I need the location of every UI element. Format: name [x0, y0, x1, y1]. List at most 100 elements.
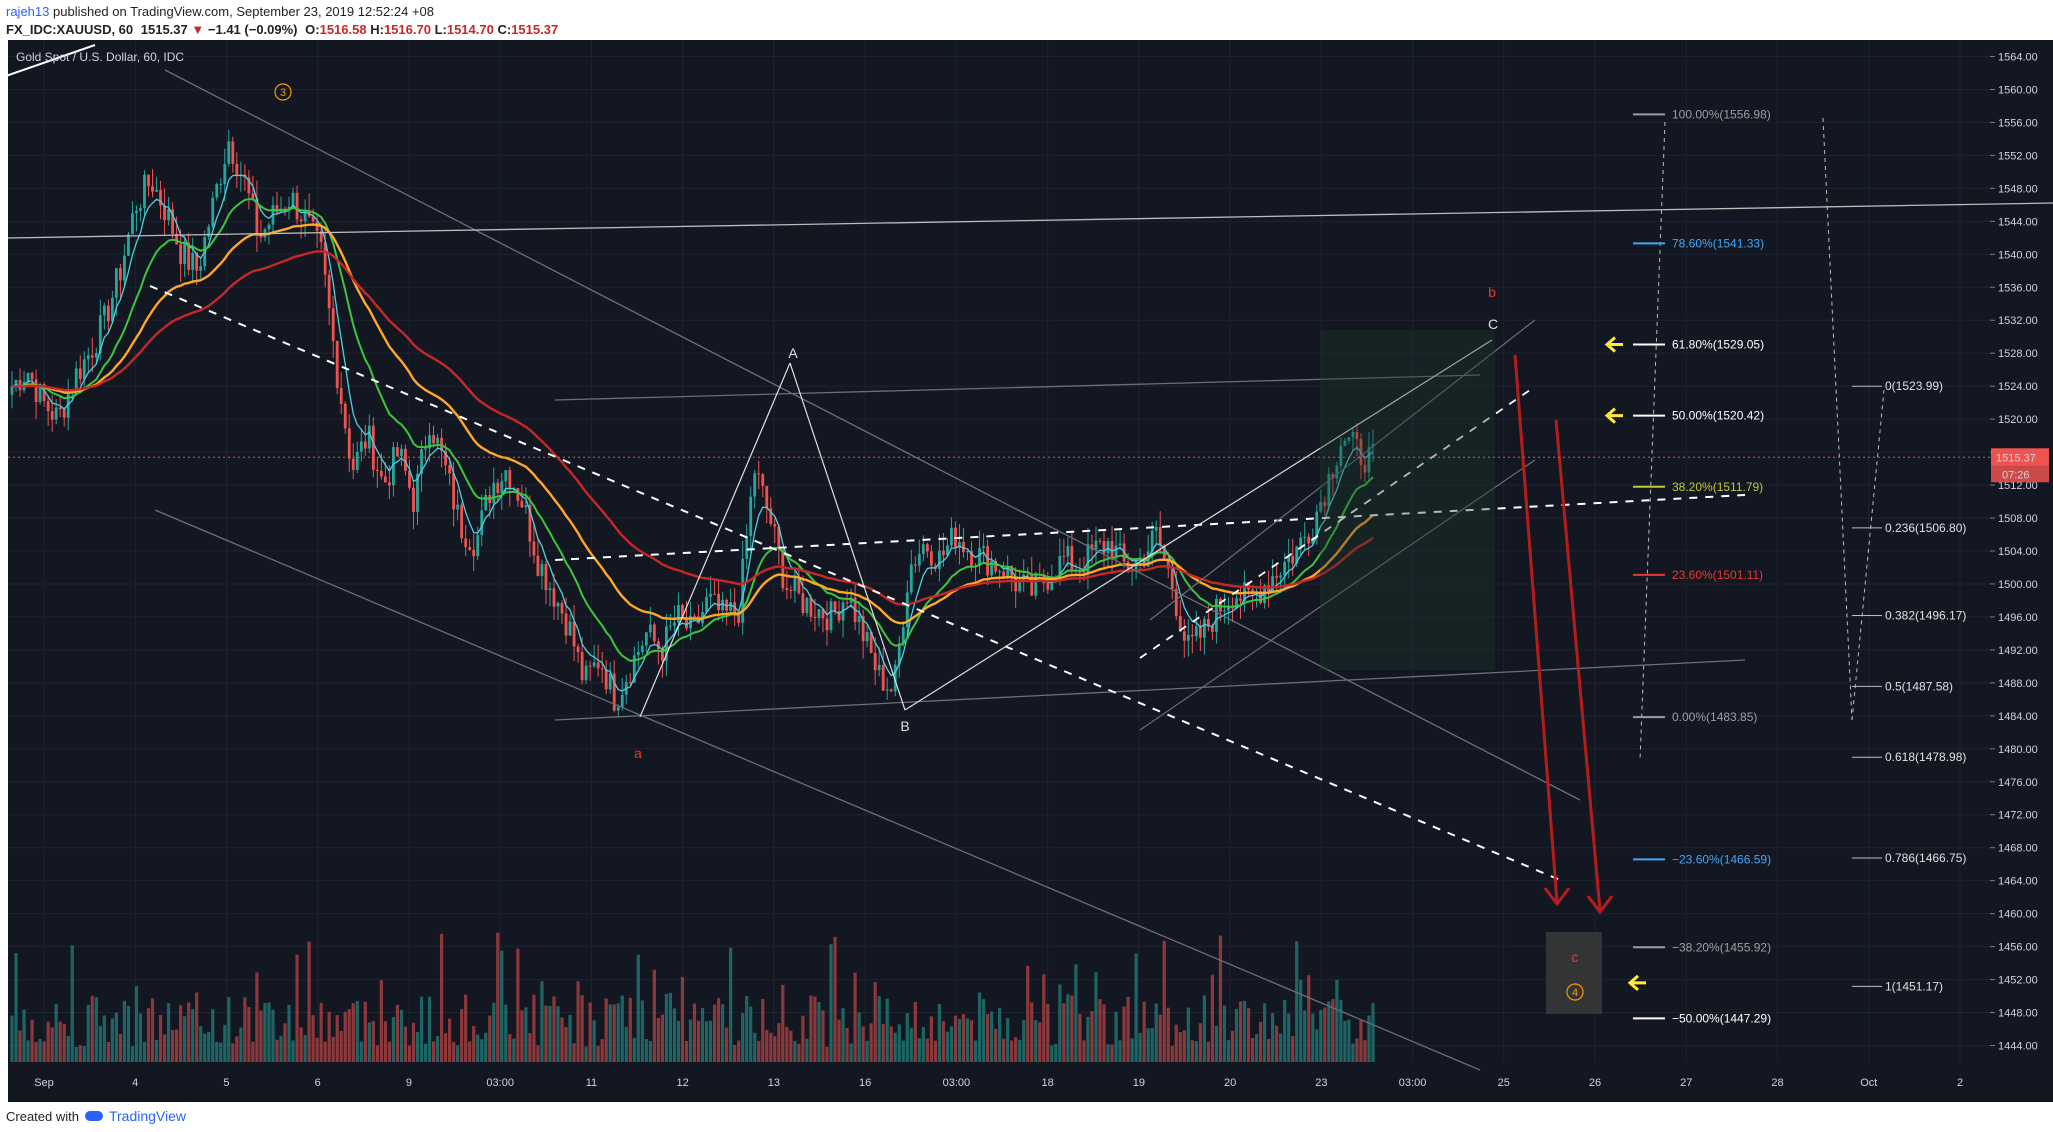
- author-link[interactable]: rajeh13: [6, 4, 50, 19]
- candle-body: [468, 547, 472, 550]
- candle-body: [223, 163, 227, 184]
- rising-channel-lower: [1139, 459, 1536, 731]
- volume-bar: [1315, 1029, 1319, 1062]
- candle-body: [656, 641, 660, 650]
- volume-bar: [179, 1005, 183, 1062]
- candle-body: [849, 597, 853, 603]
- time-axis[interactable]: [8, 1062, 1990, 1102]
- volume-bar: [1138, 1032, 1142, 1062]
- price-chart[interactable]: 100.00%(1556.98) 78.60%(1541.33) 61.80%(15…: [0, 40, 2053, 1102]
- candle-body: [877, 664, 881, 671]
- last-price-header: 1515.37: [140, 22, 188, 37]
- volume-bar: [865, 1040, 869, 1062]
- candle-body: [556, 602, 560, 607]
- x-tick-label: Oct: [1860, 1077, 1877, 1089]
- wave-B-label: B: [900, 718, 909, 734]
- volume-bar: [953, 1015, 958, 1062]
- candle-body: [448, 465, 452, 474]
- volume-bar: [761, 999, 765, 1062]
- volume-bar: [608, 1004, 612, 1062]
- fib-level-label: 38.20%(1511.79): [1672, 480, 1763, 494]
- volume-bar: [162, 1034, 167, 1062]
- y-tick-label: 1548.00: [1998, 183, 2038, 195]
- tradingview-cloud-icon: [84, 1111, 103, 1121]
- candle-body: [367, 425, 371, 449]
- volume-bar: [861, 1026, 865, 1062]
- candle-body: [379, 471, 383, 477]
- candle-body: [476, 535, 480, 557]
- x-tick-label: 16: [859, 1077, 871, 1089]
- volume-bar: [1359, 1019, 1363, 1062]
- volume-bar: [335, 1015, 339, 1062]
- volume-bar: [1154, 1003, 1158, 1062]
- candle-body: [584, 665, 588, 681]
- volume-bar: [704, 1021, 709, 1062]
- candle-body: [520, 500, 524, 508]
- candle-body: [10, 386, 14, 395]
- candle-body: [777, 526, 781, 550]
- candle-body: [456, 504, 460, 510]
- volume-bar: [1054, 1043, 1058, 1062]
- volume-bar: [664, 993, 669, 1062]
- close-label: C:: [497, 22, 512, 37]
- volume-bar: [1367, 1015, 1371, 1062]
- candle-body: [745, 536, 749, 559]
- volume-bar: [957, 1018, 962, 1062]
- volume-bar: [464, 994, 468, 1062]
- candle-body: [532, 541, 536, 556]
- volume-bar: [785, 1026, 789, 1062]
- volume-bar: [849, 1043, 853, 1062]
- candle-body: [785, 588, 789, 590]
- volume-bars: [10, 932, 1375, 1062]
- candle-body: [1275, 576, 1279, 578]
- volume-bar: [391, 1017, 396, 1062]
- candle-body: [1150, 530, 1154, 552]
- volume-bar: [1166, 1007, 1170, 1062]
- volume-bar: [403, 1026, 408, 1062]
- volume-bar: [1042, 974, 1046, 1062]
- candle-body: [1158, 526, 1162, 546]
- volume-bar: [628, 997, 632, 1062]
- candle-body: [942, 550, 945, 556]
- volume-bar: [881, 1023, 885, 1062]
- price-axis[interactable]: [1990, 40, 2053, 1102]
- candle-body: [1355, 431, 1359, 440]
- candle-body: [841, 602, 845, 621]
- candle-body: [287, 206, 291, 211]
- candle-body: [139, 208, 142, 211]
- candle-body: [327, 274, 331, 309]
- volume-bar: [801, 1015, 805, 1062]
- candle-body: [404, 448, 407, 471]
- volume-bar: [644, 1039, 648, 1062]
- fib-ext-label: 0(1523.99): [1885, 379, 1943, 393]
- candle-body: [925, 544, 929, 552]
- x-tick-label: 03:00: [943, 1077, 971, 1089]
- volume-bar: [395, 1004, 400, 1062]
- y-tick-label: 1540.00: [1998, 249, 2038, 261]
- candle-body: [452, 473, 456, 510]
- volume-bar: [508, 1034, 512, 1062]
- candle-body: [424, 448, 427, 450]
- candle-body: [1363, 464, 1367, 473]
- x-tick-label: 5: [223, 1077, 229, 1089]
- volume-bar: [1170, 1045, 1174, 1062]
- volume-bar: [668, 992, 673, 1062]
- volume-bar: [672, 1008, 677, 1062]
- tradingview-brand[interactable]: TradingView: [108, 1108, 187, 1124]
- change-value: −1.41 (−0.09%): [207, 22, 298, 37]
- chart-title: Gold Spot / U.S. Dollar, 60, IDC: [16, 50, 184, 64]
- volume-bar: [1006, 1018, 1010, 1062]
- candle-body: [123, 255, 126, 281]
- volume-bar: [480, 1039, 484, 1062]
- candle-body: [42, 384, 46, 401]
- y-tick-label: 1464.00: [1998, 876, 2038, 888]
- volume-bar: [1002, 1038, 1006, 1062]
- volume-bar: [576, 981, 580, 1062]
- volume-bar: [327, 1011, 331, 1062]
- candle-body: [78, 368, 82, 379]
- volume-bar: [1363, 1040, 1367, 1062]
- volume-bar: [199, 1026, 203, 1062]
- candle-body: [255, 198, 259, 235]
- volume-bar: [837, 1019, 841, 1062]
- volume-bar: [118, 1033, 123, 1062]
